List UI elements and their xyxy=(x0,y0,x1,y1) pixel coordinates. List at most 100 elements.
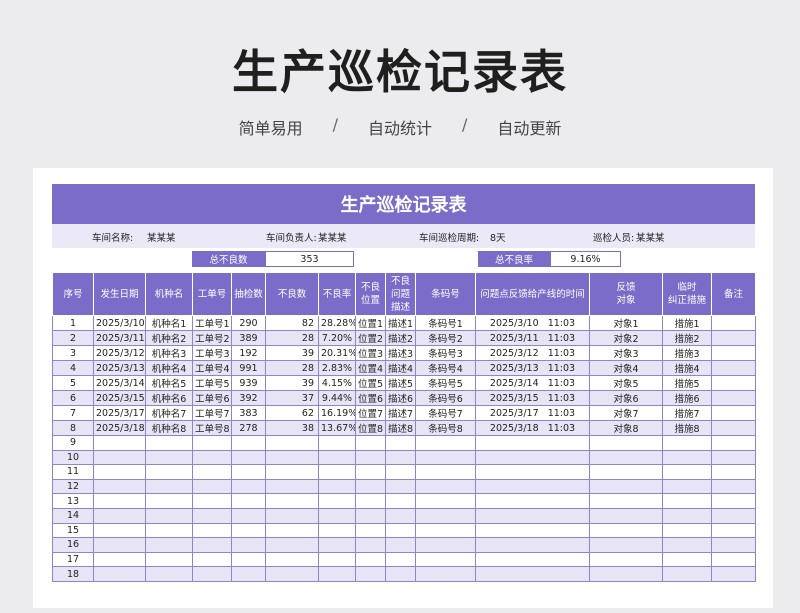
cell-date[interactable]: 2025/3/17 xyxy=(93,405,146,421)
cell-feedback-time[interactable] xyxy=(475,507,590,524)
cell-rate[interactable] xyxy=(318,478,356,495)
cell-defects[interactable] xyxy=(265,551,319,568)
cell-feedback-target[interactable] xyxy=(589,522,663,539)
cell-corrective-action[interactable]: 措施1 xyxy=(662,315,712,331)
cell-sample[interactable] xyxy=(231,507,266,524)
cell-index[interactable]: 15 xyxy=(52,522,94,539)
cell-sample[interactable] xyxy=(231,537,266,553)
cell-sample[interactable] xyxy=(231,493,266,509)
cell-description[interactable]: 描述5 xyxy=(385,375,416,391)
cell-order[interactable]: 工单号3 xyxy=(192,345,232,361)
cell-rate[interactable] xyxy=(318,507,356,524)
cell-feedback-target[interactable] xyxy=(589,478,663,495)
workshop-value[interactable]: 某某某 xyxy=(147,233,176,244)
cell-index[interactable]: 16 xyxy=(52,537,94,553)
col-header-position[interactable]: 不良 位置 xyxy=(355,272,386,316)
cell-rate[interactable]: 2.83% xyxy=(318,360,356,376)
cell-order[interactable] xyxy=(192,507,232,524)
cell-feedback-time[interactable]: 2025/3/18 11:03 xyxy=(475,420,590,436)
cell-remarks[interactable] xyxy=(711,330,756,346)
cell-rate[interactable]: 20.31% xyxy=(318,345,356,361)
cell-description[interactable] xyxy=(385,435,416,451)
cell-barcode[interactable] xyxy=(415,478,476,495)
cell-order[interactable] xyxy=(192,566,232,582)
cell-barcode[interactable]: 条码号5 xyxy=(415,375,476,391)
cell-index[interactable]: 6 xyxy=(52,390,94,406)
cell-feedback-time[interactable]: 2025/3/10 11:03 xyxy=(475,315,590,331)
cell-date[interactable]: 2025/3/13 xyxy=(93,360,146,376)
cell-rate[interactable] xyxy=(318,449,356,466)
cell-index[interactable]: 18 xyxy=(52,566,94,582)
cell-model[interactable] xyxy=(145,478,193,495)
cell-sample[interactable] xyxy=(231,478,266,495)
cell-order[interactable] xyxy=(192,493,232,509)
cell-description[interactable]: 描述1 xyxy=(385,315,416,331)
cell-rate[interactable]: 28.28% xyxy=(318,315,356,331)
cell-sample[interactable]: 278 xyxy=(231,420,266,436)
cell-corrective-action[interactable]: 措施6 xyxy=(662,390,712,406)
cell-order[interactable]: 工单号6 xyxy=(192,390,232,406)
cell-remarks[interactable] xyxy=(711,464,756,480)
cell-description[interactable] xyxy=(385,537,416,553)
cell-date[interactable] xyxy=(93,493,146,509)
cell-barcode[interactable] xyxy=(415,493,476,509)
cell-sample[interactable]: 991 xyxy=(231,360,266,376)
cell-model[interactable]: 机种名2 xyxy=(145,330,193,346)
cell-position[interactable]: 位置8 xyxy=(355,420,386,436)
cell-order[interactable]: 工单号8 xyxy=(192,420,232,436)
cell-corrective-action[interactable] xyxy=(662,537,712,553)
cell-remarks[interactable] xyxy=(711,420,756,436)
cell-feedback-time[interactable] xyxy=(475,493,590,509)
cell-barcode[interactable]: 条码号6 xyxy=(415,390,476,406)
cell-rate[interactable] xyxy=(318,537,356,553)
cell-feedback-target[interactable]: 对象2 xyxy=(589,330,663,346)
cell-description[interactable] xyxy=(385,449,416,466)
cell-date[interactable] xyxy=(93,551,146,568)
cell-barcode[interactable] xyxy=(415,522,476,539)
cell-index[interactable]: 13 xyxy=(52,493,94,509)
col-header-index[interactable]: 序号 xyxy=(52,272,94,316)
cell-barcode[interactable] xyxy=(415,464,476,480)
cell-corrective-action[interactable] xyxy=(662,435,712,451)
cell-defects[interactable] xyxy=(265,478,319,495)
cell-barcode[interactable]: 条码号3 xyxy=(415,345,476,361)
cell-defects[interactable]: 38 xyxy=(265,420,319,436)
cell-description[interactable] xyxy=(385,464,416,480)
cell-feedback-time[interactable]: 2025/3/17 11:03 xyxy=(475,405,590,421)
cell-feedback-target[interactable]: 对象6 xyxy=(589,390,663,406)
cell-description[interactable]: 描述8 xyxy=(385,420,416,436)
cell-model[interactable]: 机种名7 xyxy=(145,405,193,421)
cell-barcode[interactable] xyxy=(415,435,476,451)
cell-remarks[interactable] xyxy=(711,449,756,466)
cell-feedback-target[interactable]: 对象8 xyxy=(589,420,663,436)
cell-position[interactable] xyxy=(355,522,386,539)
cell-feedback-time[interactable] xyxy=(475,435,590,451)
cell-index[interactable]: 2 xyxy=(52,330,94,346)
cell-date[interactable] xyxy=(93,507,146,524)
cell-remarks[interactable] xyxy=(711,315,756,331)
cell-model[interactable] xyxy=(145,464,193,480)
cell-position[interactable]: 位置6 xyxy=(355,390,386,406)
cell-position[interactable]: 位置7 xyxy=(355,405,386,421)
cell-sample[interactable] xyxy=(231,522,266,539)
cell-rate[interactable] xyxy=(318,464,356,480)
col-header-rate[interactable]: 不良率 xyxy=(318,272,356,316)
cell-feedback-target[interactable] xyxy=(589,537,663,553)
cell-date[interactable]: 2025/3/12 xyxy=(93,345,146,361)
col-header-feedback-time[interactable]: 问题点反馈给产线的时间 xyxy=(475,272,590,316)
col-header-corrective-action[interactable]: 临时 纠正措施 xyxy=(662,272,712,316)
col-header-date[interactable]: 发生日期 xyxy=(93,272,146,316)
cell-index[interactable]: 17 xyxy=(52,551,94,568)
cell-model[interactable] xyxy=(145,537,193,553)
cell-feedback-time[interactable]: 2025/3/11 11:03 xyxy=(475,330,590,346)
cell-order[interactable] xyxy=(192,449,232,466)
cell-feedback-target[interactable] xyxy=(589,449,663,466)
cell-rate[interactable]: 9.44% xyxy=(318,390,356,406)
cell-position[interactable] xyxy=(355,464,386,480)
cell-remarks[interactable] xyxy=(711,390,756,406)
cell-date[interactable] xyxy=(93,537,146,553)
cell-order[interactable]: 工单号7 xyxy=(192,405,232,421)
cell-description[interactable]: 描述3 xyxy=(385,345,416,361)
cell-feedback-time[interactable]: 2025/3/15 11:03 xyxy=(475,390,590,406)
cell-feedback-time[interactable] xyxy=(475,551,590,568)
